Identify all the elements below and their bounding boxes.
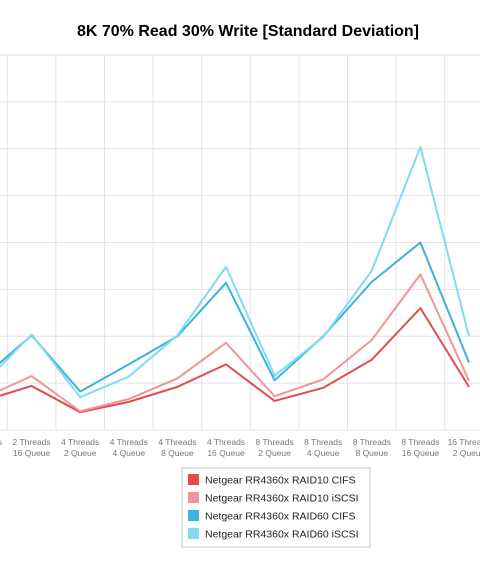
legend-item: Netgear RR4360x RAID60 CIFS	[188, 510, 356, 523]
series-lines	[0, 145, 470, 414]
series-line-2	[0, 273, 470, 413]
legend-label: Netgear RR4360x RAID60 iSCSI	[205, 529, 359, 541]
x-tick-label-line: 2 Queue	[453, 448, 480, 458]
x-tick-label-line: 4 Queue	[112, 448, 145, 458]
legend-swatch	[188, 474, 199, 485]
chart-title: 8K 70% Read 30% Write [Standard Deviatio…	[77, 23, 419, 40]
legend-item: Netgear RR4360x RAID60 iSCSI	[188, 528, 359, 541]
x-tick-label-line: 2 Queue	[64, 448, 97, 458]
grid	[0, 54, 480, 431]
legend-item: Netgear RR4360x RAID10 iSCSI	[188, 492, 359, 505]
series-line-1	[0, 307, 470, 414]
legend: Netgear RR4360x RAID10 CIFS Netgear RR436…	[181, 467, 371, 548]
x-tick-label-line: 1 Threads	[0, 437, 2, 447]
x-tick-label-line: 8 Threads	[304, 437, 342, 447]
legend-label: Netgear RR4360x RAID10 iSCSI	[205, 493, 359, 505]
x-tick-label-line: 2 Threads	[13, 437, 51, 447]
x-tick-label-line: 8 Threads	[256, 437, 294, 447]
x-tick-label-line: 8 Queue	[161, 448, 194, 458]
x-tick-label-line: 16 Threads	[448, 437, 480, 447]
legend-swatch	[188, 492, 199, 503]
x-tick-label-line: 16 Queue	[207, 448, 245, 458]
x-tick-label-line: 4 Threads	[61, 437, 99, 447]
legend-box	[181, 467, 371, 548]
x-tick-label-line: 16 Queue	[13, 448, 51, 458]
x-tick-label-line: 8 Threads	[401, 437, 439, 447]
series-line-4	[0, 145, 470, 399]
x-tick-label-line: 4 Threads	[158, 437, 196, 447]
series-line-3	[0, 241, 470, 393]
legend-label: Netgear RR4360x RAID60 CIFS	[205, 511, 356, 523]
x-tick-label-line: 2 Queue	[258, 448, 291, 458]
legend-swatch	[188, 510, 199, 521]
x-tick-label-line: 8 Queue	[355, 448, 388, 458]
legend-label: Netgear RR4360x RAID10 CIFS	[205, 475, 356, 487]
x-tick-label-line: 8 Threads	[353, 437, 391, 447]
x-tick-label-line: 4 Threads	[207, 437, 245, 447]
x-tick-label-line: 4 Threads	[110, 437, 148, 447]
x-tick-label-line: 16 Queue	[402, 448, 440, 458]
x-tick-label-line: 4 Queue	[307, 448, 340, 458]
legend-item: Netgear RR4360x RAID10 CIFS	[188, 474, 356, 487]
legend-swatch	[188, 528, 199, 539]
